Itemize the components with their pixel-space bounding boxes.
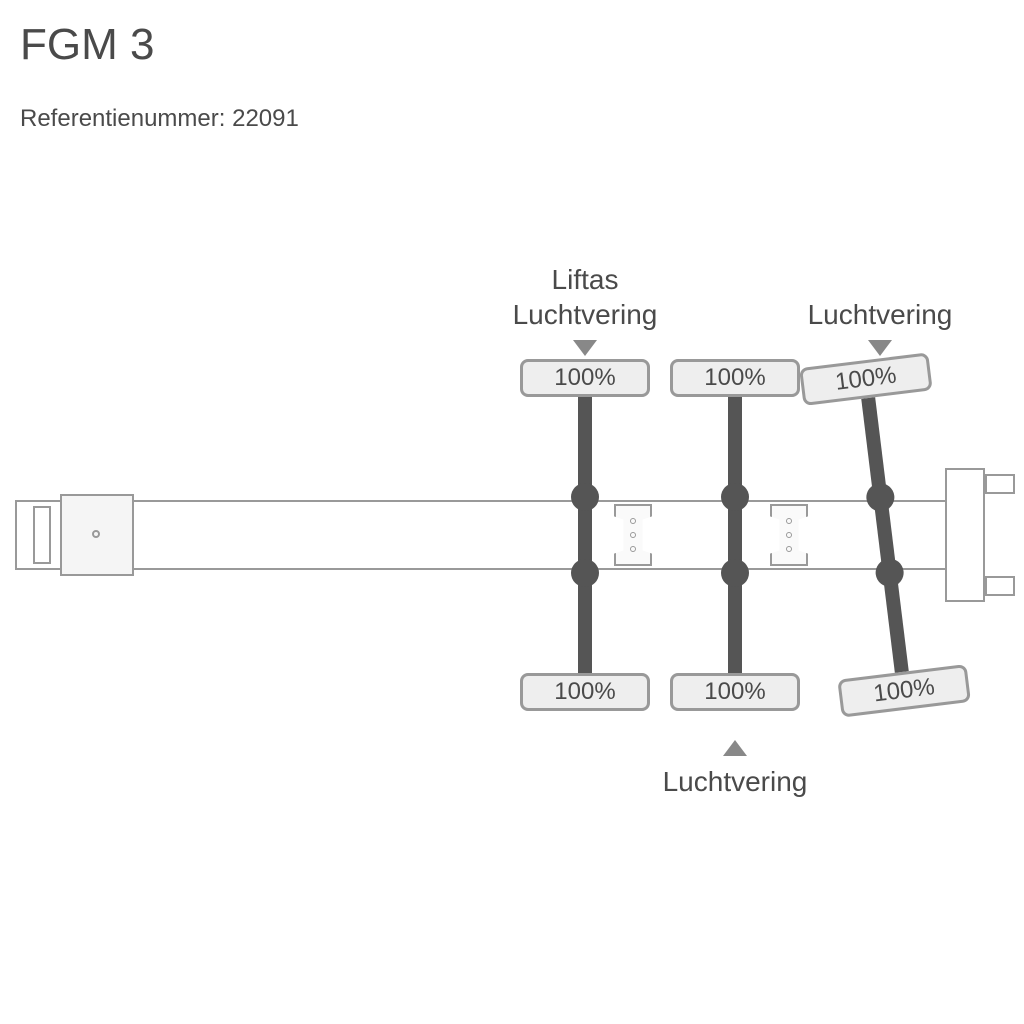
pointer-up-icon <box>723 740 747 756</box>
chassis-endcap <box>33 506 51 564</box>
label-text: Luchtvering <box>780 297 980 332</box>
hub-top <box>721 483 749 511</box>
label-axle1-top: LiftasLuchtvering <box>485 262 685 356</box>
tire-bottom: 100% <box>670 673 800 711</box>
label-axle3-top: Luchtvering <box>780 297 980 356</box>
tire-bottom: 100% <box>520 673 650 711</box>
label-axle2-bottom: Luchtvering <box>635 740 835 799</box>
rear-tab <box>985 474 1015 494</box>
tire-top: 100% <box>670 359 800 397</box>
label-text: Luchtvering <box>485 297 685 332</box>
axle-3: 100% 100% <box>799 352 971 717</box>
kingpin-hole <box>92 530 100 538</box>
tire-bottom: 100% <box>837 664 971 718</box>
pointer-down-icon <box>573 340 597 356</box>
pointer-down-icon <box>868 340 892 356</box>
hub-bottom <box>571 559 599 587</box>
hub-bottom <box>721 559 749 587</box>
tire-top: 100% <box>520 359 650 397</box>
axle-shaft <box>861 397 909 673</box>
label-text: Luchtvering <box>635 764 835 799</box>
tire-top: 100% <box>799 352 933 406</box>
hub-top <box>865 482 896 513</box>
axle-shaft <box>728 397 742 673</box>
rear-tab <box>985 576 1015 596</box>
hub-top <box>571 483 599 511</box>
hub-bottom <box>874 557 905 588</box>
axle-1: 100% 100% <box>520 359 650 711</box>
trailer-diagram: 100%100%100%100%100%100%LiftasLuchtverin… <box>0 0 1024 1024</box>
axle-shaft <box>578 397 592 673</box>
label-text: Liftas <box>485 262 685 297</box>
axle-2: 100% 100% <box>670 359 800 711</box>
